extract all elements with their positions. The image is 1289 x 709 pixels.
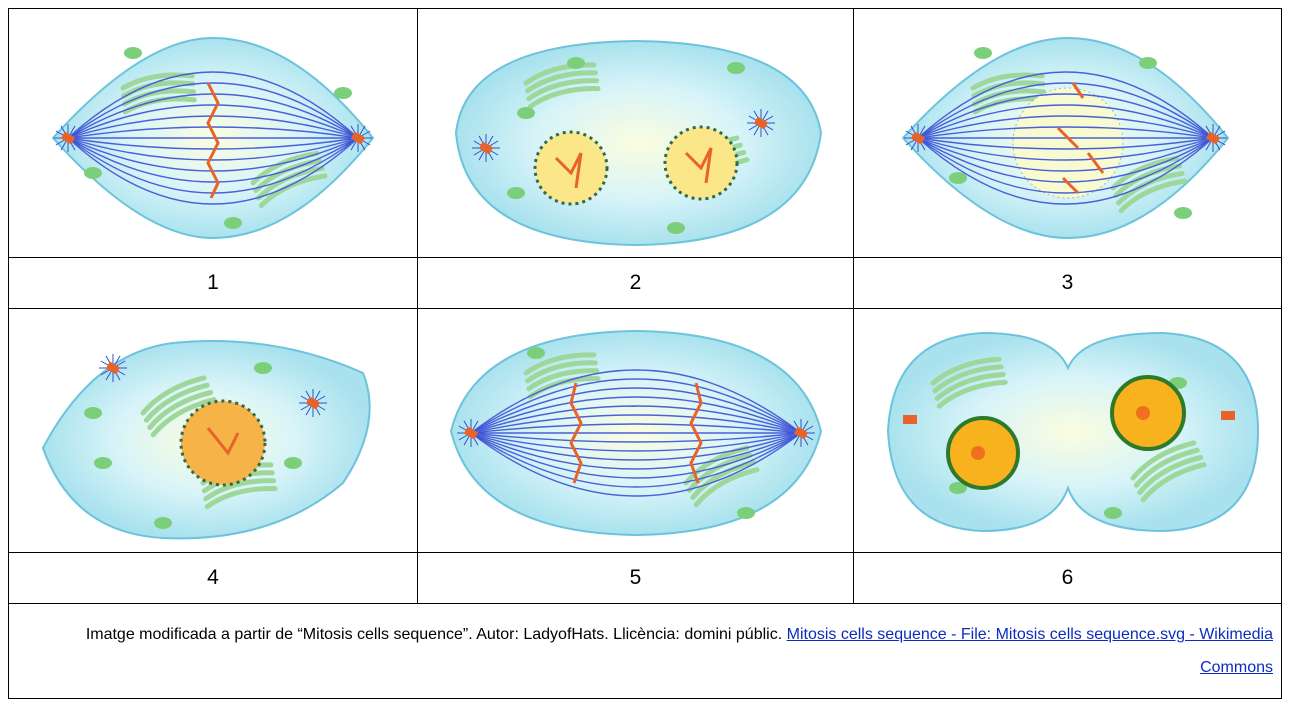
stage-label: 4 [9,553,418,604]
image-row [9,9,1282,258]
cell-image [13,13,413,253]
image-cell [854,309,1282,553]
cell-membrane [888,333,1258,531]
mitochondrion [949,172,967,184]
stage-label: 2 [418,258,854,309]
mitochondrion [84,407,102,419]
image-cell [9,309,418,553]
label-row: 1 2 3 [9,258,1282,309]
mitochondrion [254,362,272,374]
mitochondrion [1139,57,1157,69]
centriole [1221,411,1235,420]
mitochondrion [224,217,242,229]
mitochondrion [667,222,685,234]
caption-row: Imatge modificada a partir de “Mitosis c… [9,604,1282,699]
mitochondrion [567,57,585,69]
mitochondrion [507,187,525,199]
mitochondrion [527,347,545,359]
cell-membrane [456,41,821,245]
mitochondrion [727,62,745,74]
stage-label: 5 [418,553,854,604]
caption-text: Imatge modificada a partir de “Mitosis c… [86,626,782,643]
mitochondrion [284,457,302,469]
stage-label: 6 [854,553,1282,604]
mitochondrion [84,167,102,179]
mitochondrion [334,87,352,99]
stage-label: 1 [9,258,418,309]
mitochondrion [517,107,535,119]
image-cell [9,9,418,258]
mitochondrion [737,507,755,519]
cell-image [863,313,1273,549]
nucleolus [1136,406,1150,420]
nucleus [535,132,607,204]
mitochondrion [94,457,112,469]
mitosis-table: 1 2 3 4 5 6 Imatge modificada a partir d… [8,8,1282,699]
mitochondrion [124,47,142,59]
nucleolus [971,446,985,460]
nucleus [665,127,737,199]
cell-image [863,13,1273,253]
source-link[interactable]: Mitosis cells sequence - File: Mitosis c… [787,626,1273,676]
mitochondrion [1174,207,1192,219]
centriole [903,415,917,424]
image-cell [418,309,854,553]
mitochondrion [1104,507,1122,519]
mitochondrion [154,517,172,529]
page: 1 2 3 4 5 6 Imatge modificada a partir d… [0,0,1289,709]
caption: Imatge modificada a partir de “Mitosis c… [9,604,1282,699]
image-cell [854,9,1282,258]
nucleus [181,401,265,485]
image-row [9,309,1282,553]
cell-image [13,313,413,549]
cell-image [426,13,846,253]
label-row: 4 5 6 [9,553,1282,604]
cell-image [426,313,846,549]
mitochondrion [974,47,992,59]
image-cell [418,9,854,258]
stage-label: 3 [854,258,1282,309]
